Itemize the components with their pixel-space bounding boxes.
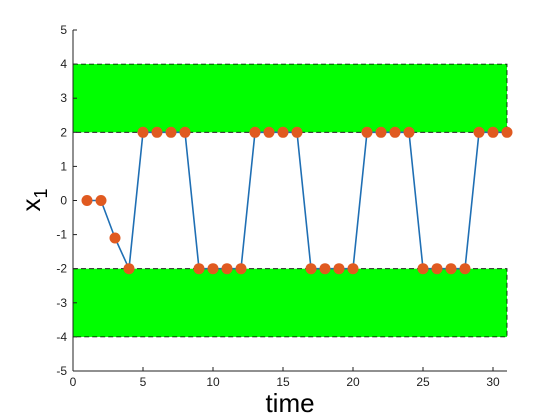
y-tick-label: -4 [56, 330, 67, 344]
y-axis-label: x1 [16, 188, 51, 211]
y-axis-label-subscript: 1 [31, 188, 51, 198]
data-point [487, 126, 499, 138]
x-tick-label: 15 [276, 375, 290, 389]
x-tick-label: 30 [486, 375, 500, 389]
data-point [501, 126, 513, 138]
data-point [459, 263, 471, 275]
data-point [221, 263, 233, 275]
data-point [263, 126, 275, 138]
data-point [445, 263, 457, 275]
data-point [165, 126, 177, 138]
y-tick-label: -2 [56, 262, 67, 276]
data-point [361, 126, 373, 138]
data-point [249, 126, 261, 138]
ticks: 0 5 10 15 20 25 30 -5 -4 -3 -2 -1 0 1 2 3 4 5 [56, 23, 500, 389]
data-point [305, 263, 317, 275]
x-tick-label: 20 [346, 375, 360, 389]
data-point [277, 126, 289, 138]
data-point [235, 263, 247, 275]
region-2 [72, 268, 508, 338]
x-axis-label: time [265, 388, 314, 418]
data-point [123, 263, 135, 275]
series [81, 126, 513, 275]
data-point [403, 126, 415, 138]
data-point [291, 126, 303, 138]
region-1 [72, 63, 508, 133]
data-point [109, 232, 121, 244]
data-point [431, 263, 443, 275]
data-point [375, 126, 387, 138]
y-tick-label: 2 [60, 125, 67, 139]
data-point [389, 126, 401, 138]
x-tick-label: 5 [140, 375, 147, 389]
data-point [137, 126, 149, 138]
series-line [87, 131, 507, 272]
data-point [347, 263, 359, 275]
y-tick-label: -3 [56, 296, 67, 310]
y-tick-label: 1 [60, 159, 67, 173]
y-tick-label: 3 [60, 91, 67, 105]
y-axis-label-main: x [16, 199, 46, 212]
x-tick-label: 10 [206, 375, 220, 389]
data-point [95, 195, 107, 206]
y-tick-label: 4 [60, 57, 67, 71]
data-point [193, 263, 205, 275]
y-tick-label: 0 [60, 194, 67, 208]
x-tick-label: 25 [416, 375, 430, 389]
data-point [473, 126, 485, 138]
data-point [81, 195, 93, 206]
data-point [179, 126, 191, 138]
data-point [319, 263, 331, 275]
data-point [207, 263, 219, 275]
target-regions [72, 63, 508, 338]
y-tick-label: 5 [60, 23, 67, 37]
x-tick-label: 0 [70, 375, 77, 389]
data-point [151, 126, 163, 138]
data-point [417, 263, 429, 275]
y-tick-label: -1 [56, 228, 67, 242]
svg-text:x1: x1 [16, 188, 51, 211]
data-point [333, 263, 345, 275]
y-tick-label: -5 [56, 364, 67, 378]
